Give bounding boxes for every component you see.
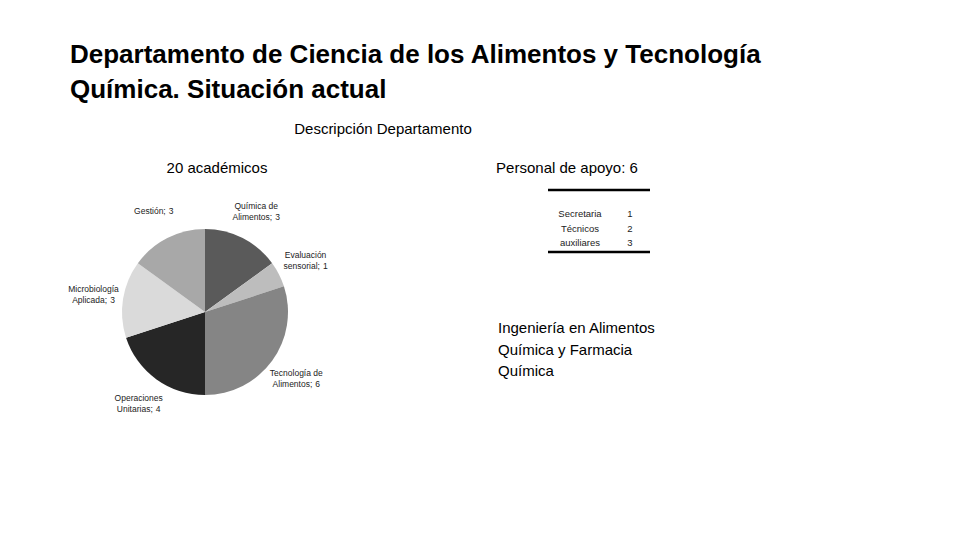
table-cell: Técnicos xyxy=(561,223,599,234)
data-label-value: 3 xyxy=(110,295,115,305)
data-label: MicrobiologíaAplicada;3 xyxy=(68,284,119,305)
data-label-category: sensorial; xyxy=(284,261,320,271)
table-cell: 3 xyxy=(627,237,632,248)
data-label: Gestión;3 xyxy=(134,206,174,216)
data-label-category: Química de xyxy=(235,201,279,211)
table-cell: Secretaria xyxy=(558,208,602,219)
table-cell: auxiliares xyxy=(560,237,600,248)
data-label-value: 6 xyxy=(315,379,320,389)
table-rule xyxy=(548,251,650,254)
data-label: OperacionesUnitarias;4 xyxy=(115,393,163,414)
data-label-category: Evaluación xyxy=(285,250,327,260)
data-label-value: 4 xyxy=(156,404,161,414)
data-label: Tecnología deAlimentos;6 xyxy=(270,368,323,389)
data-label-category: Microbiología xyxy=(68,284,119,294)
slide-subtitle: Descripción Departamento xyxy=(294,120,472,137)
data-label-category: Alimentos; xyxy=(233,212,273,222)
slide-title: Departamento de Ciencia de los Alimentos… xyxy=(70,39,761,69)
data-label-category: Tecnología de xyxy=(270,368,323,378)
chart-title: 20 académicos xyxy=(167,159,268,176)
table-cell: 2 xyxy=(627,223,632,234)
slide: Departamento de Ciencia de los Alimentos… xyxy=(0,0,960,540)
program: Química xyxy=(498,362,555,379)
data-label-category: Unitarias; xyxy=(117,404,153,414)
pie-slice xyxy=(138,229,205,312)
data-label-value: 3 xyxy=(275,212,280,222)
slide-title: Química. Situación actual xyxy=(70,74,386,104)
data-label-category: Gestión; xyxy=(134,206,166,216)
data-labels: Química deAlimentos;3Evaluaciónsensorial… xyxy=(68,201,328,414)
program: Ingeniería en Alimentos xyxy=(498,319,655,336)
data-label-value: 1 xyxy=(323,261,328,271)
data-label-category: Alimentos; xyxy=(273,379,313,389)
data-label: Química deAlimentos;3 xyxy=(233,201,281,222)
data-label-category: Aplicada; xyxy=(72,295,107,305)
pie xyxy=(122,229,288,395)
table-rule xyxy=(548,189,650,192)
data-label: Evaluaciónsensorial;1 xyxy=(284,250,328,271)
table-cell: 1 xyxy=(627,208,632,219)
staff-title: Personal de apoyo: 6 xyxy=(496,159,638,176)
program: Química y Farmacia xyxy=(498,341,633,358)
data-label-value: 3 xyxy=(169,206,174,216)
data-label-category: Operaciones xyxy=(115,393,163,403)
